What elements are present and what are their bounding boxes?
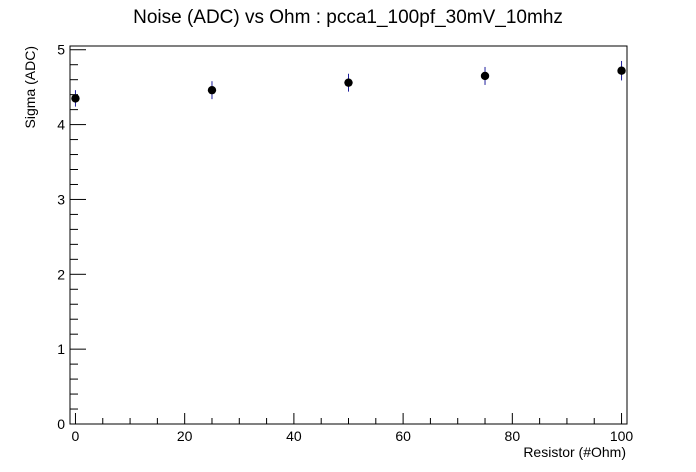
y-tick-label: 0 bbox=[57, 416, 65, 432]
plot-frame bbox=[69, 45, 628, 425]
y-axis-label: Sigma (ADC) bbox=[22, 46, 38, 128]
y-axis-ticks bbox=[70, 49, 86, 425]
data-point bbox=[207, 85, 217, 95]
x-tick-label: 0 bbox=[72, 428, 80, 444]
x-tick-label: 20 bbox=[177, 428, 193, 444]
chart-title: Noise (ADC) vs Ohm : pcca1_100pf_30mV_10… bbox=[133, 7, 563, 28]
y-tick-label: 5 bbox=[57, 42, 65, 58]
x-axis-ticks bbox=[74, 413, 623, 424]
x-axis-label: Resistor (#Ohm) bbox=[523, 444, 626, 460]
y-tick-label: 4 bbox=[57, 117, 65, 133]
x-tick-label: 60 bbox=[395, 428, 411, 444]
y-tick-label: 2 bbox=[57, 266, 65, 282]
x-tick-label: 100 bbox=[610, 428, 634, 444]
x-tick-label: 40 bbox=[286, 428, 302, 444]
data-point bbox=[344, 78, 353, 87]
data-point bbox=[617, 66, 626, 75]
data-point bbox=[71, 94, 80, 103]
y-axis-tick-labels: 0 1 2 3 4 5 bbox=[57, 42, 65, 432]
data-point bbox=[480, 71, 490, 81]
y-tick-label: 1 bbox=[57, 341, 65, 357]
x-axis-tick-labels: 0 20 40 60 80 100 bbox=[72, 428, 634, 444]
x-tick-label: 80 bbox=[505, 428, 521, 444]
data-points bbox=[71, 60, 626, 107]
y-tick-label: 3 bbox=[57, 191, 65, 207]
